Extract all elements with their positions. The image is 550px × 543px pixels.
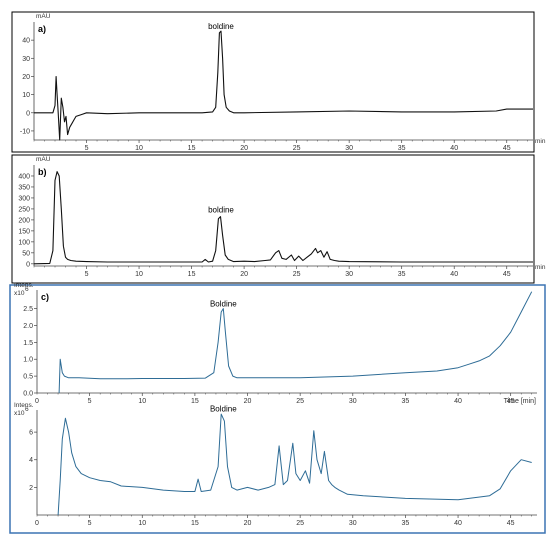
x-unit-label: Time [min] [504, 398, 536, 405]
y-tick-label: 200 [18, 217, 30, 224]
peak-annotation: Boldine [210, 405, 237, 414]
x-unit-label: min [535, 264, 546, 271]
y-unit-multiplier: x10 [14, 410, 25, 417]
y-tick-label: 150 [18, 228, 30, 235]
x-tick-label: 45 [503, 271, 511, 278]
y-tick-label: 6 [29, 430, 33, 437]
x-tick-label: 30 [345, 145, 353, 152]
panel-c-frame [9, 284, 546, 534]
y-unit-label: mAU [36, 156, 51, 163]
y-unit-label: mAU [36, 13, 51, 20]
y-tick-label: 10 [22, 92, 30, 99]
y-tick-label: 0.5 [23, 374, 33, 381]
x-tick-label: 40 [450, 145, 458, 152]
y-unit-exponent: 6 [25, 406, 29, 413]
x-tick-label: 30 [349, 520, 357, 527]
x-tick-label: 35 [398, 145, 406, 152]
x-tick-label: 15 [191, 520, 199, 527]
x-tick-label: 5 [85, 271, 89, 278]
x-tick-label: 5 [88, 520, 92, 527]
peak-annotation: boldine [208, 206, 234, 215]
x-tick-label: 20 [244, 398, 252, 405]
y-unit-label: Intens. [14, 282, 34, 289]
x-tick-label: 35 [402, 520, 410, 527]
x-tick-label: 20 [240, 145, 248, 152]
x-tick-label: 25 [296, 520, 304, 527]
series-line [57, 413, 532, 516]
y-tick-label: 400 [18, 173, 30, 180]
y-tick-label: 40 [22, 38, 30, 45]
x-tick-label: 35 [402, 398, 410, 405]
series-line [58, 291, 533, 394]
x-tick-label: 40 [454, 398, 462, 405]
y-tick-label: 0 [26, 261, 30, 268]
y-tick-label: 2.5 [23, 306, 33, 313]
x-tick-label: 10 [138, 520, 146, 527]
series-line [34, 30, 533, 141]
y-tick-label: 2 [29, 485, 33, 492]
y-tick-label: 250 [18, 206, 30, 213]
x-tick-label: 25 [293, 271, 301, 278]
x-tick-label: 40 [450, 271, 458, 278]
y-tick-label: 30 [22, 56, 30, 63]
chart-panel-2: 5 10 15 20 25 30 35 40 45 0 50 100 150 200 250 300 350 40… [18, 156, 546, 278]
x-tick-label: 45 [507, 520, 515, 527]
y-tick-label: 350 [18, 184, 30, 191]
panel-b-frame [11, 154, 535, 284]
y-tick-label: 20 [22, 74, 30, 81]
y-tick-label: 300 [18, 195, 30, 202]
x-unit-label: min [535, 138, 546, 145]
y-tick-label: 4 [29, 457, 33, 464]
series-line [33, 171, 533, 265]
x-tick-label: 45 [507, 398, 515, 405]
x-tick-label: 20 [244, 520, 252, 527]
panel-label: a) [38, 24, 46, 34]
y-unit-exponent: 6 [25, 286, 29, 293]
chart-panel-3: 5 10 15 20 25 30 35 40 45 00.0 0.5 1.0 1.5 2.0 2.5 Inte… [14, 282, 537, 405]
y-tick-label: 2.0 [23, 323, 33, 330]
x-tick-label: 10 [138, 398, 146, 405]
x-tick-label: 30 [345, 271, 353, 278]
x-tick-label: 10 [135, 145, 143, 152]
x-tick-label: 0 [35, 398, 39, 405]
y-tick-label: 50 [22, 250, 30, 257]
y-tick-label: 1.5 [23, 340, 33, 347]
x-tick-label: 5 [88, 398, 92, 405]
panel-label: b) [38, 167, 47, 177]
x-tick-label: 15 [188, 145, 196, 152]
peak-annotation: boldine [208, 22, 234, 31]
x-tick-label: 15 [191, 398, 199, 405]
x-tick-label: 45 [503, 145, 511, 152]
x-tick-label: 35 [398, 271, 406, 278]
y-tick-label: 0.0 [23, 391, 33, 398]
y-unit-multiplier: x10 [14, 290, 25, 297]
chart-panel-1: 5 10 15 20 25 30 35 40 45 -10 0 10 20 30 40 mAU min a) bol… [20, 13, 546, 152]
x-tick-label: 40 [454, 520, 462, 527]
y-tick-label: 1.0 [23, 357, 33, 364]
panel-a-frame [11, 11, 535, 153]
y-tick-label: 0 [26, 110, 30, 117]
x-tick-label: 15 [188, 271, 196, 278]
x-tick-label: 30 [349, 398, 357, 405]
y-tick-label: 100 [18, 239, 30, 246]
peak-annotation: Boldine [210, 299, 237, 308]
x-tick-label: 5 [85, 145, 89, 152]
x-tick-label: 20 [240, 271, 248, 278]
panel-label: c) [41, 292, 49, 302]
y-unit-label: Intens. [14, 402, 34, 409]
x-tick-label: 10 [135, 271, 143, 278]
y-tick-label: -10 [20, 128, 30, 135]
x-tick-label: 25 [293, 145, 301, 152]
x-tick-label: 25 [296, 398, 304, 405]
x-tick-label: 0 [35, 520, 39, 527]
